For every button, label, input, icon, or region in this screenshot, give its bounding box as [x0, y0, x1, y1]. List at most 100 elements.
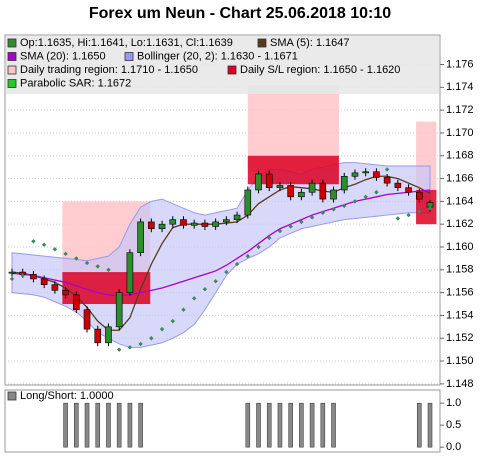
sar-dot	[41, 242, 47, 247]
indicator-bar	[416, 402, 422, 448]
sar-dot	[74, 256, 79, 261]
indicator-bar	[245, 402, 251, 448]
y-tick-label: 1.160	[446, 241, 474, 253]
indicator-bar	[106, 402, 111, 448]
legend-swatch	[7, 391, 17, 401]
candle-body	[158, 223, 166, 230]
indicator-bar	[84, 402, 90, 448]
candle-body	[30, 274, 37, 280]
legend-swatch	[7, 79, 17, 88]
sar-dot	[320, 210, 326, 215]
legend-swatch	[7, 65, 17, 75]
candle-body	[265, 173, 273, 188]
legend-swatch	[7, 52, 17, 61]
y-tick-label: 1.170	[446, 127, 474, 139]
candle-body	[51, 284, 59, 291]
candle-body	[233, 214, 241, 220]
candle-body	[255, 173, 262, 191]
indicator-label: Long/Short: 1.0000	[20, 390, 114, 402]
indicator-bar	[138, 402, 143, 448]
candle-body	[308, 182, 316, 193]
legend-label: Daily trading region: 1.1710 - 1.1650	[20, 64, 198, 76]
sar-dot	[288, 224, 293, 229]
candle-body	[115, 292, 123, 328]
indicator-bar	[288, 402, 293, 448]
y-tick-label: 1.0	[446, 397, 461, 409]
sar-dot	[159, 326, 165, 332]
sar-dot	[406, 212, 411, 218]
sar-dot	[395, 216, 401, 221]
candle-body	[340, 175, 348, 191]
sar-dot	[427, 206, 433, 211]
indicator-bar	[427, 402, 433, 448]
legend-label: Daily S/L region: 1.1650 - 1.1620	[240, 64, 400, 76]
y-tick-label: 1.168	[446, 150, 474, 162]
sar-dot	[342, 203, 347, 209]
candle-body	[137, 221, 144, 253]
sar-dot	[299, 219, 304, 225]
sar-dot	[149, 336, 154, 341]
sar-dot	[234, 261, 240, 267]
candle-body	[94, 328, 102, 344]
y-tick-label: 0.5	[446, 419, 461, 431]
y-tick-label: 1.152	[446, 332, 474, 344]
candle-body	[212, 221, 219, 227]
candle-body	[83, 309, 91, 330]
sar-dot	[170, 318, 175, 324]
candle-body	[201, 222, 209, 227]
sar-dot	[374, 190, 379, 195]
candle-body	[73, 294, 80, 311]
y-tick-label: 1.150	[446, 355, 474, 367]
indicator-bar	[331, 402, 336, 448]
sar-dot	[417, 209, 422, 214]
y-tick-label: 1.174	[446, 81, 474, 93]
sar-dot	[331, 207, 336, 212]
candle-body	[180, 219, 187, 226]
candle-body	[40, 278, 48, 285]
indicator-bar	[299, 402, 304, 448]
sar-dot	[202, 286, 208, 292]
legend-label: Op:1.1635, Hi:1.1641, Lo:1.1631, Cl:1.16…	[20, 37, 233, 49]
sar-dot	[256, 244, 261, 250]
candle-body	[362, 171, 369, 174]
y-tick-label: 1.166	[446, 172, 474, 184]
sar-dot	[213, 279, 218, 284]
candle-body	[373, 171, 380, 178]
candle-body	[383, 177, 391, 184]
candle-body	[330, 189, 337, 200]
indicator-bar	[74, 402, 79, 448]
y-tick-label: 1.176	[446, 58, 474, 70]
indicator-bar	[116, 402, 122, 448]
y-tick-label: 1.156	[446, 287, 474, 299]
indicator-bar	[320, 402, 326, 448]
sar-dot	[63, 251, 68, 257]
sar-dot	[352, 199, 358, 204]
indicator-bar	[127, 402, 133, 448]
sar-dot	[9, 276, 15, 282]
sar-dot	[20, 273, 25, 278]
sar-dot	[31, 239, 36, 244]
candle-body	[405, 187, 412, 193]
y-tick-label: 1.148	[446, 378, 474, 390]
indicator-bar	[309, 402, 315, 448]
sar-dot	[95, 264, 100, 269]
sar-dot	[138, 341, 143, 347]
candle-body	[105, 326, 112, 344]
candle-body	[126, 252, 134, 293]
sar-dot	[116, 347, 122, 352]
candle-body	[62, 290, 69, 296]
sar-dot	[181, 307, 186, 312]
candle-body	[148, 221, 155, 230]
y-tick-label: 1.154	[446, 309, 474, 321]
candle-body	[319, 182, 327, 200]
sar-dot	[384, 167, 390, 172]
candle-body	[169, 219, 177, 225]
indicator-bar	[277, 402, 283, 448]
indicator-bar	[95, 402, 101, 448]
sar-dot	[245, 253, 250, 259]
y-tick-label: 1.162	[446, 218, 474, 230]
chart-title: Forex um Neun - Chart 25.06.2018 10:10	[89, 5, 391, 22]
sar-dot	[52, 247, 58, 252]
candle-body	[190, 222, 198, 226]
